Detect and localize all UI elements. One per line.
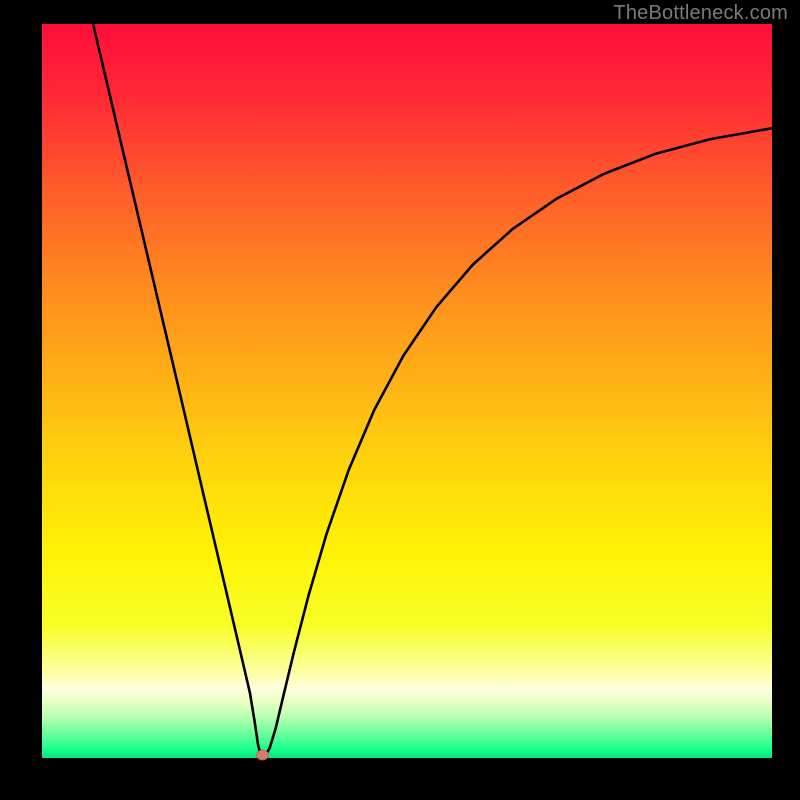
- plot-gradient-background: [42, 24, 772, 758]
- bottleneck-chart: [0, 0, 800, 800]
- chart-stage: TheBottleneck.com: [0, 0, 800, 800]
- dip-marker-icon: [256, 750, 268, 760]
